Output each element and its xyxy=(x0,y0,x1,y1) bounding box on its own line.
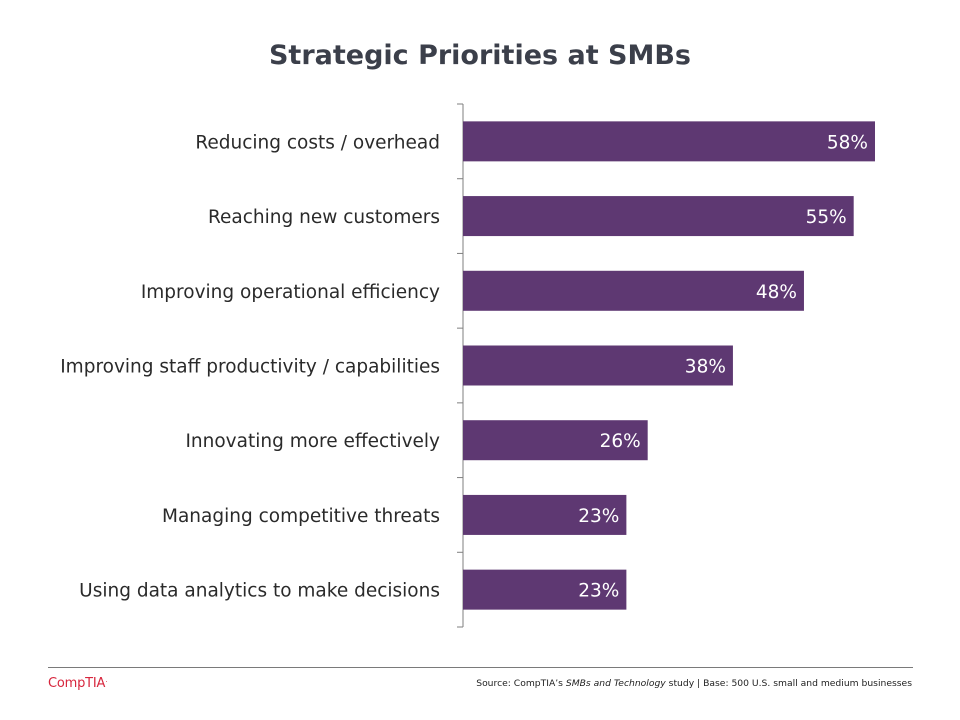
logo-text: CompTIA xyxy=(48,676,106,691)
source-study-name: SMBs and Technology xyxy=(565,678,666,689)
category-label: Using data analytics to make decisions xyxy=(79,581,440,602)
bar xyxy=(463,121,875,162)
bar-chart: Reducing costs / overhead 58% Reaching new… xyxy=(60,103,875,628)
bar xyxy=(463,345,733,386)
category-label: Reaching new customers xyxy=(208,207,440,228)
source-suffix: study | Base: 500 U.S. small and medium … xyxy=(665,678,912,689)
category-label: Managing competitive threats xyxy=(162,506,440,527)
bar xyxy=(463,569,627,610)
source-prefix: Source: CompTIA’s xyxy=(476,678,566,689)
chart-title: Strategic Priorities at SMBs xyxy=(268,40,691,71)
data-label: 48% xyxy=(756,282,797,303)
data-label: 58% xyxy=(827,132,868,153)
data-label: 55% xyxy=(806,207,847,228)
bar xyxy=(463,196,854,237)
logo-mark: . xyxy=(105,676,108,684)
data-label: 38% xyxy=(685,357,726,378)
data-label: 23% xyxy=(578,506,619,527)
footer-divider xyxy=(48,667,913,668)
category-label: Reducing costs / overhead xyxy=(195,132,440,153)
source-note: Source: CompTIA’s SMBs and Technology st… xyxy=(476,678,912,689)
bar xyxy=(463,270,804,311)
category-label: Improving operational efficiency xyxy=(141,282,440,303)
data-label: 26% xyxy=(600,431,641,452)
bar xyxy=(463,494,627,535)
data-label: 23% xyxy=(578,581,619,602)
bar xyxy=(463,420,648,461)
comptia-logo: CompTIA. xyxy=(48,676,107,691)
category-label: Innovating more effectively xyxy=(185,431,440,452)
category-label: Improving staff productivity / capabilit… xyxy=(60,357,440,378)
